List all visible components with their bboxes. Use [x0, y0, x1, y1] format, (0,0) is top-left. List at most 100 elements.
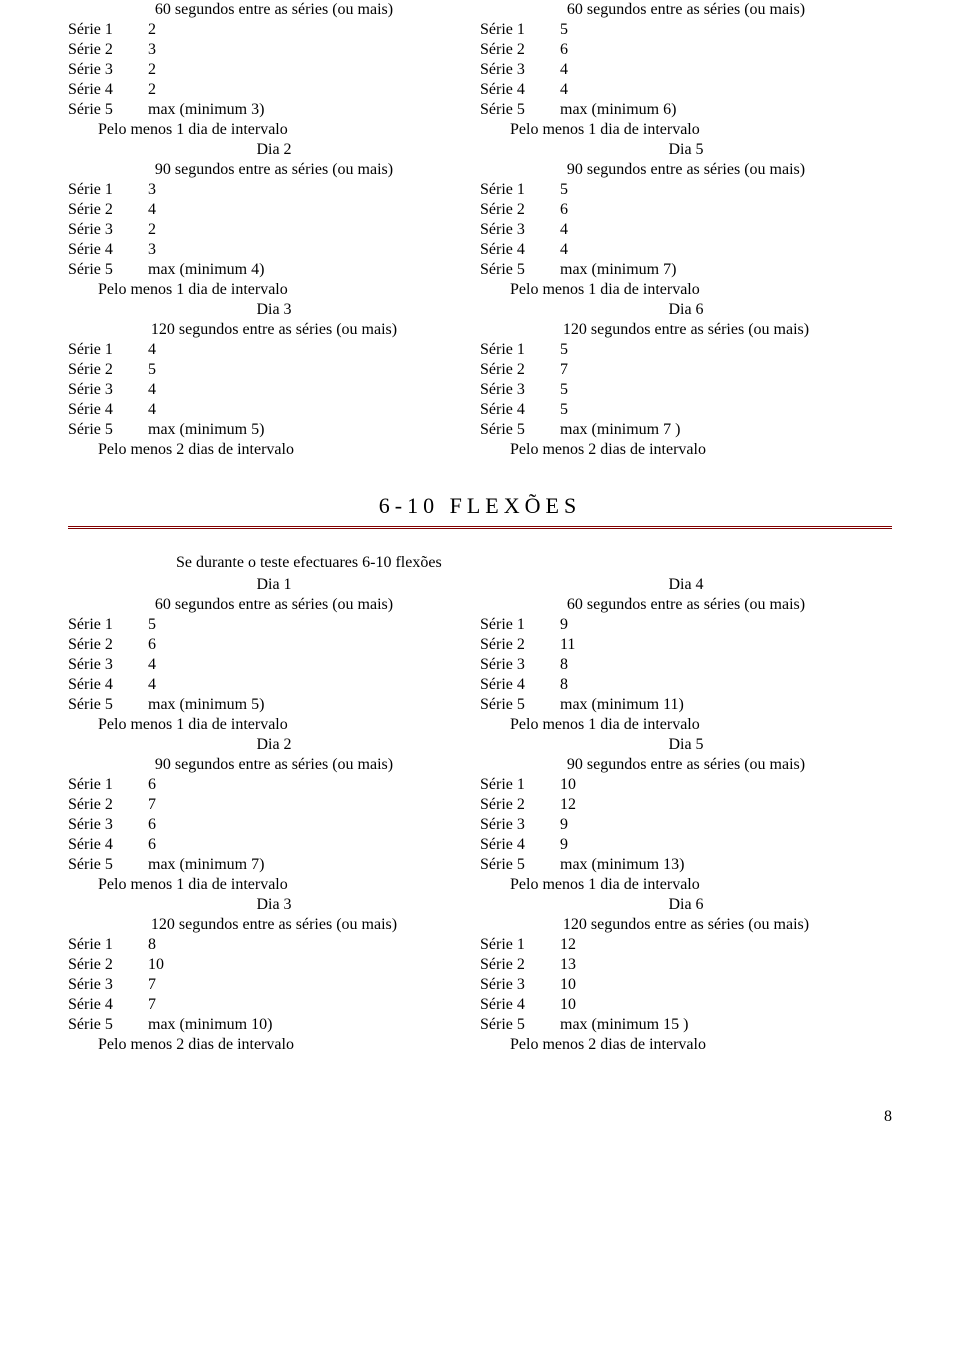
series-label: Série 3 [68, 380, 148, 400]
series-value: 9 [560, 815, 568, 835]
series-label: Série 4 [68, 995, 148, 1015]
workout-column: Dia 3120 segundos entre as séries (ou ma… [68, 895, 480, 1055]
series-value: 6 [560, 200, 568, 220]
series-label: Série 3 [480, 815, 560, 835]
series-value: 12 [560, 795, 576, 815]
interval-note: Pelo menos 2 dias de intervalo [480, 440, 892, 460]
series-row: Série 35 [480, 380, 892, 400]
series-label: Série 1 [68, 615, 148, 635]
series-value: 5 [560, 380, 568, 400]
interval-note: Pelo menos 1 dia de intervalo [68, 875, 480, 895]
series-row: Série 410 [480, 995, 892, 1015]
series-label: Série 1 [68, 20, 148, 40]
day-label: Dia 2 [68, 735, 480, 755]
series-row: Série 42 [68, 80, 480, 100]
series-value: 5 [560, 180, 568, 200]
series-max-value: max (minimum 15 ) [560, 1015, 688, 1035]
rest-header: 120 segundos entre as séries (ou mais) [480, 320, 892, 340]
day-label: Dia 3 [68, 300, 480, 320]
rest-header: 60 segundos entre as séries (ou mais) [68, 0, 480, 20]
series-value: 3 [148, 240, 156, 260]
series-row: Série 44 [480, 80, 892, 100]
series-label: Série 4 [68, 240, 148, 260]
series-label: Série 1 [480, 935, 560, 955]
series-row-max: Série 5max (minimum 7) [68, 855, 480, 875]
series-label: Série 5 [480, 260, 560, 280]
series-row: Série 34 [68, 380, 480, 400]
series-value: 5 [560, 340, 568, 360]
series-value: 7 [148, 795, 156, 815]
series-label: Série 2 [480, 955, 560, 975]
workout-block: Dia 290 segundos entre as séries (ou mai… [68, 140, 892, 300]
series-value: 9 [560, 835, 568, 855]
series-max-value: max (minimum 5) [148, 695, 264, 715]
series-value: 6 [148, 775, 156, 795]
series-row: Série 16 [68, 775, 480, 795]
series-row-max: Série 5max (minimum 3) [68, 100, 480, 120]
series-label: Série 2 [480, 360, 560, 380]
series-row: Série 48 [480, 675, 892, 695]
series-row: Série 32 [68, 220, 480, 240]
series-row-max: Série 5max (minimum 13) [480, 855, 892, 875]
rest-header: 120 segundos entre as séries (ou mais) [480, 915, 892, 935]
rest-header: 60 segundos entre as séries (ou mais) [480, 0, 892, 20]
series-label: Série 1 [480, 340, 560, 360]
series-row: Série 15 [480, 340, 892, 360]
series-row: Série 15 [480, 180, 892, 200]
series-row-max: Série 5max (minimum 10) [68, 1015, 480, 1035]
series-max-value: max (minimum 10) [148, 1015, 272, 1035]
series-max-value: max (minimum 7 ) [560, 420, 680, 440]
interval-note: Pelo menos 2 dias de intervalo [480, 1035, 892, 1055]
series-row: Série 34 [68, 655, 480, 675]
series-value: 10 [560, 995, 576, 1015]
series-row: Série 15 [68, 615, 480, 635]
interval-note: Pelo menos 1 dia de intervalo [68, 120, 480, 140]
rest-header: 60 segundos entre as séries (ou mais) [480, 595, 892, 615]
series-label: Série 2 [68, 795, 148, 815]
workout-column: 60 segundos entre as séries (ou mais)Sér… [68, 0, 480, 140]
series-row: Série 34 [480, 60, 892, 80]
series-label: Série 5 [68, 100, 148, 120]
series-label: Série 2 [68, 955, 148, 975]
series-row: Série 26 [480, 200, 892, 220]
series-row: Série 12 [68, 20, 480, 40]
series-label: Série 4 [480, 675, 560, 695]
series-value: 7 [148, 995, 156, 1015]
day-label: Dia 5 [480, 735, 892, 755]
series-value: 5 [148, 615, 156, 635]
workout-column: Dia 6120 segundos entre as séries (ou ma… [480, 300, 892, 460]
series-label: Série 4 [480, 995, 560, 1015]
series-label: Série 5 [68, 420, 148, 440]
series-value: 4 [148, 380, 156, 400]
series-label: Série 5 [480, 100, 560, 120]
series-row: Série 44 [68, 400, 480, 420]
series-label: Série 3 [480, 60, 560, 80]
workout-column: Dia 590 segundos entre as séries (ou mai… [480, 735, 892, 895]
series-row: Série 310 [480, 975, 892, 995]
series-label: Série 4 [68, 835, 148, 855]
series-label: Série 2 [68, 40, 148, 60]
series-label: Série 3 [480, 655, 560, 675]
series-value: 11 [560, 635, 575, 655]
series-label: Série 2 [480, 200, 560, 220]
series-value: 2 [148, 220, 156, 240]
series-value: 13 [560, 955, 576, 975]
series-label: Série 1 [480, 20, 560, 40]
series-value: 5 [560, 20, 568, 40]
series-row: Série 13 [68, 180, 480, 200]
series-row: Série 110 [480, 775, 892, 795]
workout-block: Dia 3120 segundos entre as séries (ou ma… [68, 300, 892, 460]
workout-column: Dia 290 segundos entre as séries (ou mai… [68, 140, 480, 300]
series-label: Série 1 [68, 935, 148, 955]
rest-header: 90 segundos entre as séries (ou mais) [480, 755, 892, 775]
series-value: 6 [148, 635, 156, 655]
series-row: Série 34 [480, 220, 892, 240]
series-label: Série 4 [480, 80, 560, 100]
series-value: 5 [148, 360, 156, 380]
rest-header: 120 segundos entre as séries (ou mais) [68, 320, 480, 340]
series-value: 2 [148, 60, 156, 80]
series-max-value: max (minimum 6) [560, 100, 676, 120]
series-value: 8 [148, 935, 156, 955]
series-row: Série 27 [480, 360, 892, 380]
series-row-max: Série 5max (minimum 4) [68, 260, 480, 280]
